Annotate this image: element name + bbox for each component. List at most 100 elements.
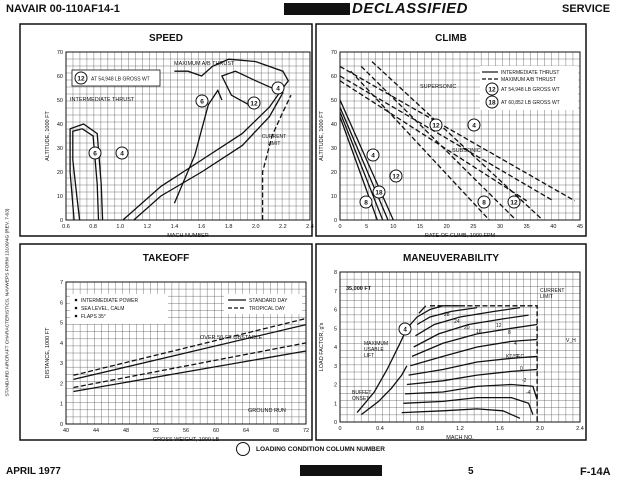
takeoff-xtick: 68 bbox=[273, 428, 279, 434]
speed-xtick: 2.0 bbox=[252, 224, 260, 230]
maneuverability-xtick: 2.4 bbox=[576, 426, 584, 432]
footer-legend: LOADING CONDITION COLUMN NUMBER bbox=[236, 442, 385, 456]
climb-series-label-12d-text: 12 bbox=[510, 199, 518, 206]
document-number: NAVAIR 00-110AF14-1 bbox=[6, 3, 120, 15]
maneuverability-series-line bbox=[430, 305, 538, 422]
climb-legend-badge-12: 12 bbox=[485, 82, 499, 96]
maneuver-loading-badge: 4 bbox=[398, 322, 412, 336]
climb-legend-text-1: MAXIMUM A/B THRUST bbox=[501, 77, 556, 83]
takeoff-ytick: 6 bbox=[60, 300, 63, 306]
maneuver-contour-label: -2 bbox=[522, 378, 527, 384]
takeoff-legend-text-4: TROPICAL DAY bbox=[249, 306, 286, 312]
maneuverability-xlabel: MACH NO. bbox=[446, 435, 474, 441]
climb-series-label-8d-text: 8 bbox=[482, 199, 486, 206]
speed-series-label-6b-text: 6 bbox=[200, 98, 204, 105]
speed-ytick: 20 bbox=[57, 170, 63, 176]
takeoff-xtick: 72 bbox=[303, 428, 309, 434]
maneuverability-xtick: 0.4 bbox=[376, 426, 384, 432]
maneuver-contour-label: 24 bbox=[454, 319, 460, 325]
speed-series-label-6b-circle bbox=[195, 94, 209, 108]
maneuverability-series-line bbox=[413, 314, 529, 348]
climb-legend-badge-18-text: 18 bbox=[488, 99, 496, 106]
maneuverability-ytick: 8 bbox=[334, 270, 337, 276]
aircraft-model: F-14A bbox=[580, 466, 611, 478]
maneuverability-xtick: 0.8 bbox=[416, 426, 424, 432]
speed-series-line bbox=[72, 128, 100, 221]
speed-series-label-4a: 4 bbox=[115, 146, 129, 160]
speed-legend-box bbox=[71, 69, 161, 87]
climb-xtick: 20 bbox=[444, 224, 450, 230]
maneuver-annotation-onset: ONSET bbox=[352, 396, 369, 402]
maneuverability-xtick: 1.6 bbox=[496, 426, 504, 432]
takeoff-ytick: 3 bbox=[60, 361, 63, 367]
speed-legend-badge: 12 bbox=[74, 71, 88, 85]
climb-xtick: 0 bbox=[338, 224, 341, 230]
climb-annotation-supersonic: SUPERSONIC bbox=[420, 84, 456, 90]
maneuverability-frame bbox=[315, 243, 587, 441]
climb-ytick: 60 bbox=[331, 74, 337, 80]
loading-condition-circle-icon bbox=[236, 442, 250, 456]
maneuverability-xtick: 0 bbox=[338, 426, 341, 432]
maneuverability-plot-area bbox=[339, 271, 581, 423]
climb-plot-area bbox=[339, 51, 581, 221]
speed-annotation-current: CURRENT bbox=[262, 134, 286, 140]
speed-ytick: 0 bbox=[60, 218, 63, 224]
maneuver-contour-label: 12 bbox=[496, 323, 502, 329]
climb-series-line bbox=[339, 65, 576, 202]
climb-series-label-12d-circle bbox=[507, 195, 521, 209]
speed-ytick: 70 bbox=[57, 50, 63, 56]
takeoff-ytick: 5 bbox=[60, 321, 63, 327]
climb-series-label-18-text: 18 bbox=[375, 189, 383, 196]
speed-series-label-4a-circle bbox=[115, 146, 129, 160]
climb-series-line bbox=[350, 70, 490, 221]
takeoff-series-line bbox=[73, 350, 307, 393]
maneuverability-series-line bbox=[410, 338, 538, 367]
maneuverability-series-line bbox=[411, 323, 538, 357]
maneuverability-ytick: 3 bbox=[334, 364, 337, 370]
climb-series-line bbox=[360, 65, 517, 221]
takeoff-legend-text-0: INTERMEDIATE POWER bbox=[81, 298, 139, 304]
maneuverability-series-line bbox=[416, 306, 478, 326]
service-label: SERVICE bbox=[562, 3, 611, 15]
climb-legend-text-3: AT 60,852 LB GROSS WT bbox=[501, 100, 560, 106]
climb-series-label-4s-text: 4 bbox=[472, 122, 476, 129]
speed-ytick: 50 bbox=[57, 98, 63, 104]
maneuverability-series-line bbox=[361, 365, 408, 416]
climb-series-label-8-text: 8 bbox=[364, 199, 368, 206]
maneuver-annotation-ktsec: KT/SEC bbox=[506, 354, 524, 360]
maneuver-contour-label: 2 bbox=[516, 354, 519, 360]
takeoff-xlabel: GROSS WEIGHT, 1000 LB bbox=[153, 437, 220, 443]
climb-ytick: 40 bbox=[331, 122, 337, 128]
speed-plot-area bbox=[65, 51, 311, 221]
climb-series-label-12s: 12 bbox=[429, 118, 443, 132]
takeoff-ytick: 0 bbox=[60, 422, 63, 428]
speed-xtick: 0.6 bbox=[62, 224, 70, 230]
climb-series-label-12s-text: 12 bbox=[432, 122, 440, 129]
climb-ylabel: ALTITUDE, 1000 FT bbox=[319, 111, 325, 161]
takeoff-annotation-obstacle: OVER 50-FT OBSTACLE bbox=[200, 335, 262, 341]
climb-legend-badge-12-circle bbox=[485, 82, 499, 96]
speed-series-line bbox=[133, 70, 284, 221]
takeoff-ytick: 1 bbox=[60, 402, 63, 408]
climb-series-label-18-circle bbox=[372, 185, 386, 199]
maneuver-contour-label: 20 bbox=[464, 325, 470, 331]
maneuverability-ytick: 1 bbox=[334, 401, 337, 407]
climb-series-label-12d: 12 bbox=[507, 195, 521, 209]
speed-series-label-6b: 6 bbox=[195, 94, 209, 108]
climb-ytick: 70 bbox=[331, 50, 337, 56]
maneuverability-ytick: 5 bbox=[334, 326, 337, 332]
speed-series-label-6a: 6 bbox=[88, 146, 102, 160]
speed-ytick: 30 bbox=[57, 146, 63, 152]
speed-series-line bbox=[173, 89, 223, 204]
climb-series-label-12-text: 12 bbox=[392, 173, 400, 180]
speed-series-label-12-circle bbox=[247, 96, 261, 110]
speed-ytick: 40 bbox=[57, 122, 63, 128]
takeoff-legend-bullet bbox=[74, 306, 78, 310]
climb-xtick: 45 bbox=[577, 224, 583, 230]
maneuverability-xtick: 1.2 bbox=[456, 426, 464, 432]
climb-series-label-4-circle bbox=[366, 148, 380, 162]
speed-xtick: 2.4 bbox=[306, 224, 314, 230]
maneuverability-series-line bbox=[408, 355, 538, 376]
climb-xtick: 30 bbox=[497, 224, 503, 230]
